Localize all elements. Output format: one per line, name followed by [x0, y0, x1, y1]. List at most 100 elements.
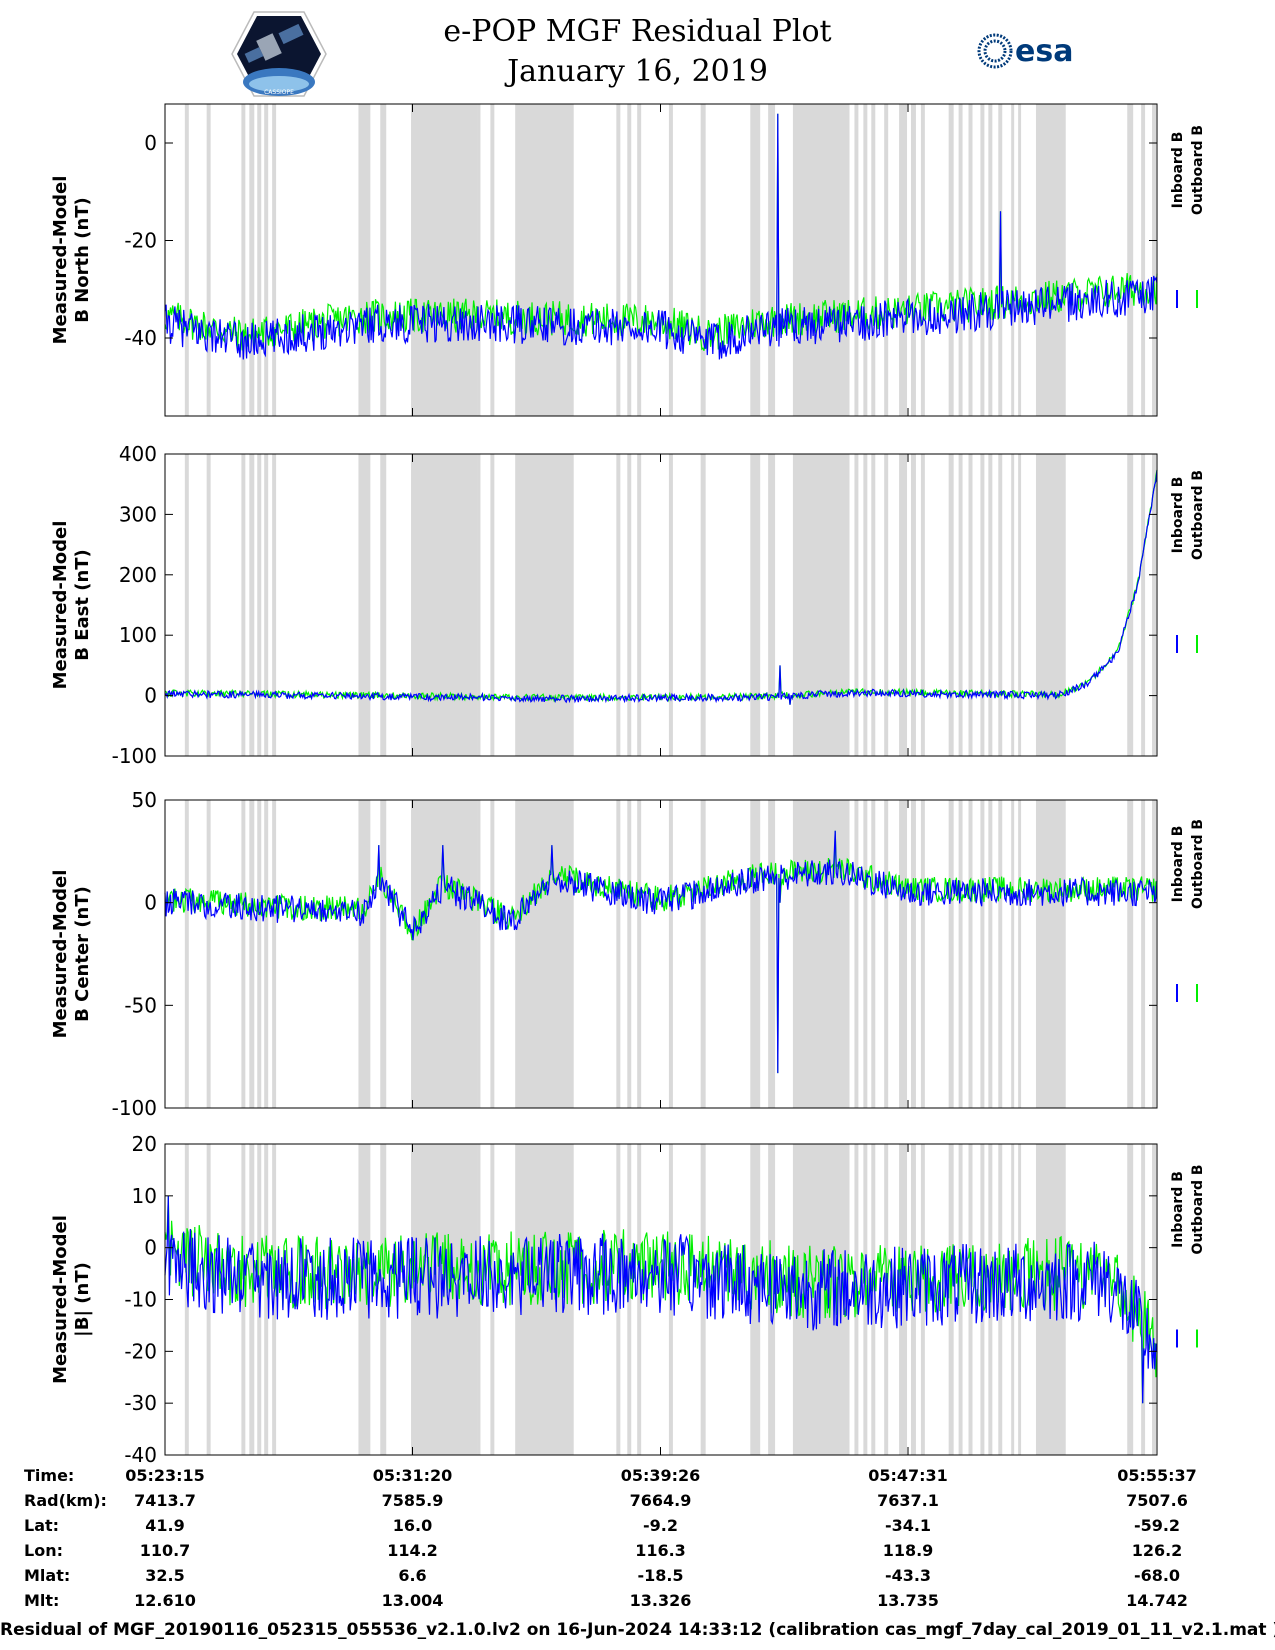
legend-outboard-label: Outboard B — [1190, 819, 1206, 909]
gap-band — [1127, 104, 1134, 416]
gap-band — [490, 104, 495, 416]
gap-band — [863, 104, 868, 416]
gap-band — [920, 1144, 925, 1455]
gap-band — [854, 104, 859, 416]
info-cell: 05:23:15 — [125, 1466, 205, 1485]
info-cell: 6.6 — [398, 1566, 426, 1585]
gap-band — [910, 454, 916, 756]
info-row-label: Mlat: — [24, 1566, 70, 1585]
gap-band — [264, 800, 269, 1108]
gap-band — [1011, 104, 1015, 416]
gap-band — [249, 104, 255, 416]
gap-band — [257, 800, 262, 1108]
gap-band — [264, 454, 269, 756]
gap-band — [948, 104, 954, 416]
legend-inboard-label: Inboard B — [1170, 826, 1186, 903]
gap-band — [854, 454, 859, 756]
gap-band — [627, 454, 632, 756]
info-cell: 41.9 — [145, 1516, 184, 1535]
gap-band — [184, 454, 189, 756]
panel-1: 0 -20 -40 Measured-ModelB North (nT) Inboard… — [50, 103, 1206, 417]
gap-band — [241, 454, 246, 756]
gap-band — [910, 1144, 916, 1455]
gap-band — [899, 800, 908, 1108]
info-row-label: Rad(km): — [24, 1491, 107, 1510]
info-cell: 13.004 — [382, 1591, 444, 1610]
gap-band — [1152, 104, 1157, 416]
outboard-series-line — [164, 1195, 1158, 1404]
gap-band — [998, 454, 1003, 756]
gap-band — [515, 454, 574, 756]
gap-band — [272, 104, 277, 416]
gap-band — [668, 800, 673, 1108]
gap-band — [1011, 454, 1015, 756]
y-tick-label: 50 — [132, 788, 157, 812]
gap-band — [1011, 800, 1015, 1108]
gap-band — [968, 1144, 973, 1455]
y-axis-label: Measured-ModelB East (nT) — [50, 521, 93, 690]
y-tick-label: -20 — [124, 1339, 157, 1363]
gap-band — [1035, 104, 1066, 416]
gap-band — [988, 104, 993, 416]
gap-band — [358, 454, 371, 756]
gap-band — [980, 800, 985, 1108]
legend-inboard-label: Inboard B — [1170, 1171, 1186, 1248]
y-tick-label: -10 — [124, 1288, 157, 1312]
gap-band — [380, 104, 387, 416]
gap-band — [490, 1144, 495, 1455]
y-tick-label: 0 — [144, 891, 157, 915]
gap-band — [668, 454, 673, 756]
inboard-series-line — [164, 1195, 1158, 1404]
gap-band — [750, 104, 761, 416]
gap-band — [1141, 1144, 1146, 1455]
y-tick-label: -30 — [124, 1391, 157, 1415]
legend: Inboard B Outboard B — [1170, 125, 1206, 308]
gap-band — [477, 1144, 481, 1455]
gap-band — [750, 800, 761, 1108]
info-cell: -59.2 — [1134, 1516, 1180, 1535]
legend-outboard-label: Outboard B — [1190, 1164, 1206, 1254]
gap-band — [616, 1144, 621, 1455]
gap-band — [958, 104, 963, 416]
gap-band — [958, 454, 963, 756]
legend: Inboard B Outboard B — [1170, 819, 1206, 1002]
gap-band — [1018, 800, 1022, 1108]
gap-band — [668, 104, 673, 416]
inboard-series-line — [164, 113, 1158, 360]
gap-band — [358, 800, 371, 1108]
gap-band — [871, 800, 876, 1108]
gap-band — [206, 800, 211, 1108]
gap-band — [910, 104, 916, 416]
legend-outboard-label: Outboard B — [1190, 470, 1206, 560]
y-axis-label: Measured-ModelB North (nT) — [50, 176, 93, 345]
info-cell: 13.735 — [877, 1591, 939, 1610]
info-cell: -43.3 — [885, 1566, 931, 1585]
gap-band — [206, 454, 211, 756]
y-axis-label-line: Measured-Model — [50, 521, 71, 690]
info-cell: 126.2 — [1132, 1541, 1183, 1560]
y-tick-label: 0 — [144, 131, 157, 155]
y-axis-label-line: B North (nT) — [72, 197, 93, 323]
gap-band — [1152, 800, 1157, 1108]
info-cell: 7637.1 — [877, 1491, 939, 1510]
gap-band — [264, 104, 269, 416]
cassiope-satellite-hexagon-icon: CASSIOPE — [231, 11, 327, 97]
gap-band — [1018, 454, 1022, 756]
gap-band — [637, 454, 642, 756]
gap-band — [477, 800, 481, 1108]
y-axis-label-line: B Center (nT) — [72, 886, 93, 1022]
gap-band — [477, 104, 481, 416]
info-cell: 7507.6 — [1126, 1491, 1188, 1510]
y-tick-label: 0 — [144, 1236, 157, 1260]
gap-band — [411, 800, 478, 1108]
gap-band — [958, 800, 963, 1108]
inboard-series-line — [164, 830, 1158, 1074]
gap-band — [184, 104, 189, 416]
gap-band — [358, 104, 371, 416]
gap-band — [249, 800, 255, 1108]
y-axis-label-line: Measured-Model — [50, 870, 71, 1039]
y-axis-label: Measured-ModelB Center (nT) — [50, 870, 93, 1039]
y-tick-label: 0 — [144, 684, 157, 708]
info-cell: 05:31:20 — [373, 1466, 453, 1485]
info-cell: 14.742 — [1126, 1591, 1188, 1610]
